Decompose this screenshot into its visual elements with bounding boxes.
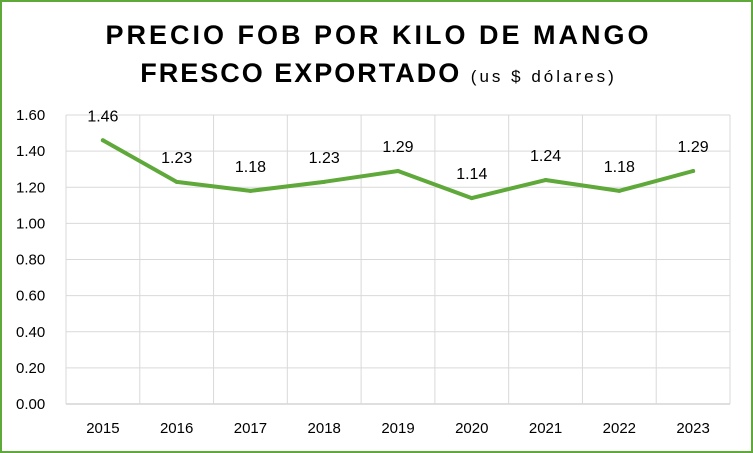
x-tick-label: 2020: [455, 420, 488, 437]
x-tick-label: 2021: [529, 420, 562, 437]
y-tick-label: 0.40: [16, 324, 45, 341]
data-label: 1.18: [604, 159, 635, 176]
data-label: 1.29: [382, 139, 413, 156]
x-tick-label: 2023: [676, 420, 709, 437]
x-tick-label: 2016: [160, 420, 193, 437]
chart-title-line1: PRECIO FOB POR KILO DE MANGO: [2, 20, 753, 51]
data-point: [396, 168, 400, 173]
x-tick-label: 2015: [86, 420, 119, 437]
data-point: [691, 168, 696, 173]
x-tick-label: 2022: [603, 420, 636, 437]
y-tick-label: 1.40: [16, 143, 45, 160]
data-label: 1.23: [161, 150, 192, 167]
y-tick-label: 0.20: [16, 360, 45, 377]
data-label: 1.14: [456, 166, 487, 183]
chart-title-line2: FRESCO EXPORTADO (us $ dólares): [2, 58, 753, 89]
x-tick-label: 2018: [308, 420, 341, 437]
x-tick-label: 2019: [381, 420, 414, 437]
y-tick-label: 0.60: [16, 288, 45, 305]
chart-title-unit: (us $ dólares): [470, 67, 617, 86]
data-point: [543, 178, 548, 183]
data-label: 1.46: [87, 108, 118, 125]
y-tick-label: 0.00: [16, 396, 45, 413]
y-tick-label: 0.80: [16, 252, 45, 269]
data-point: [617, 188, 622, 193]
data-point: [322, 179, 327, 184]
chart-title-line1-text: PRECIO FOB POR KILO DE MANGO: [105, 20, 652, 50]
data-point: [100, 138, 105, 143]
data-label: 1.23: [309, 150, 340, 167]
y-tick-label: 1.00: [16, 215, 45, 232]
y-tick-label: 1.60: [16, 107, 45, 124]
data-label: 1.24: [530, 148, 561, 165]
data-label: 1.18: [235, 159, 266, 176]
data-point: [174, 179, 179, 184]
data-label: 1.29: [678, 139, 709, 156]
data-point: [248, 188, 253, 193]
data-point: [469, 196, 474, 201]
y-tick-label: 1.20: [16, 179, 45, 196]
x-tick-label: 2017: [234, 420, 267, 437]
chart-title-line2-text: FRESCO EXPORTADO: [140, 58, 462, 88]
